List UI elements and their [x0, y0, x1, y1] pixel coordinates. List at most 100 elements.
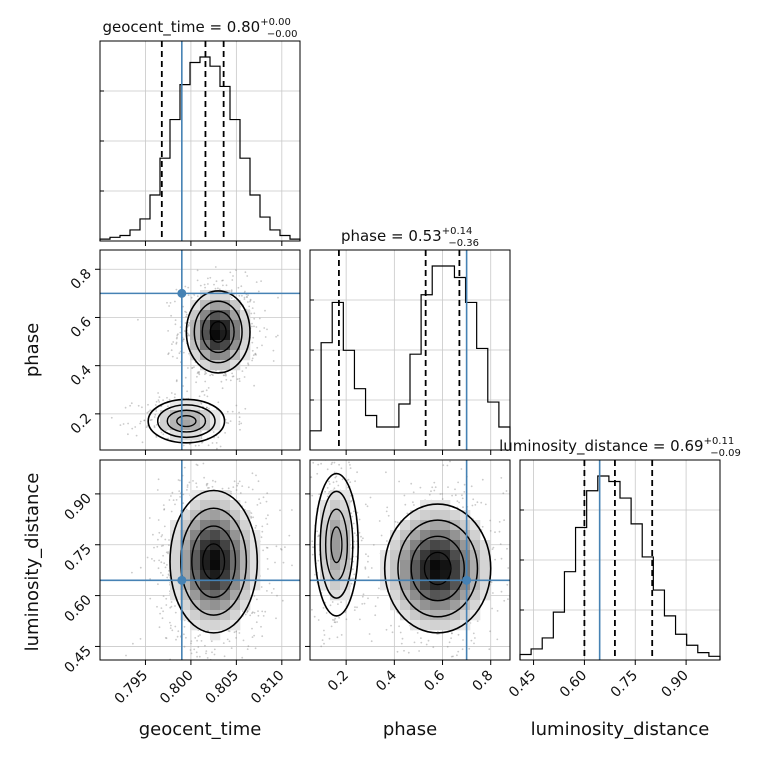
- sample-point: [385, 510, 388, 513]
- sample-point: [410, 675, 412, 677]
- density-cell: [250, 570, 261, 581]
- density-cell: [210, 420, 221, 431]
- sample-point: [235, 630, 238, 633]
- sample-point: [463, 491, 466, 493]
- density-cell: [180, 540, 191, 551]
- density-cell: [230, 360, 241, 371]
- sample-point: [169, 606, 172, 609]
- sample-point: [256, 346, 259, 349]
- sample-point: [302, 493, 304, 495]
- density-cell: [170, 420, 181, 431]
- density-cell: [200, 490, 211, 501]
- sample-point: [168, 570, 170, 572]
- sample-point: [178, 490, 181, 492]
- sample-point: [152, 533, 154, 536]
- sample-point: [450, 655, 453, 658]
- sample-point: [318, 493, 321, 495]
- sample-point: [241, 485, 244, 487]
- sample-point: [404, 503, 407, 506]
- sample-point: [254, 352, 257, 355]
- sample-point: [202, 390, 205, 393]
- sample-point: [238, 661, 240, 663]
- density-cell: [340, 550, 351, 561]
- density-cell: [480, 580, 491, 591]
- density-cell: [170, 560, 181, 571]
- sample-point: [163, 525, 166, 528]
- sample-point: [163, 562, 166, 565]
- sample-point: [330, 625, 333, 628]
- title-lower-error: −0.09: [710, 448, 741, 459]
- sample-point: [366, 505, 369, 508]
- sample-point: [175, 342, 178, 345]
- sample-point: [251, 325, 253, 328]
- sample-point: [200, 437, 203, 440]
- sample-point: [500, 477, 503, 479]
- sample-point: [488, 648, 491, 651]
- density-cell: [210, 550, 221, 561]
- sample-point: [433, 489, 436, 492]
- density-cell: [400, 530, 411, 541]
- sample-point: [217, 665, 219, 667]
- scatter-panel-geocent-time-luminosity-distance: [99, 459, 301, 667]
- sample-point: [227, 422, 230, 425]
- density-cell: [250, 560, 261, 571]
- sample-point: [211, 442, 214, 444]
- sample-point: [261, 530, 264, 533]
- sample-point: [473, 642, 475, 645]
- sample-point: [257, 610, 259, 612]
- sample-point: [154, 404, 157, 406]
- sample-point: [185, 508, 188, 511]
- hist-bin: [270, 230, 280, 241]
- x-tick-label-phase: 0.4: [373, 667, 400, 694]
- sample-point: [207, 487, 209, 489]
- sample-point: [353, 510, 355, 513]
- density-cell: [210, 360, 221, 371]
- sample-point: [350, 582, 353, 585]
- sample-point: [262, 549, 264, 552]
- contour-level: [314, 472, 359, 617]
- sample-point: [141, 406, 143, 409]
- title-upper-error: +0.11: [704, 436, 735, 447]
- sample-point: [167, 330, 170, 332]
- sample-point: [135, 434, 138, 437]
- y-tick-label-phase: 0.6: [68, 314, 95, 341]
- sample-point: [170, 624, 172, 627]
- sample-point: [377, 596, 379, 599]
- sample-point: [229, 271, 232, 274]
- y-tick-label-luminosity-distance: 0.60: [61, 592, 94, 625]
- density-cell: [430, 580, 441, 591]
- sample-point: [187, 367, 189, 369]
- x-tick-label-geocent-time: 0.795: [112, 668, 152, 708]
- sample-point: [403, 494, 406, 497]
- sample-point: [179, 331, 182, 334]
- hist-bin: [150, 195, 160, 241]
- sample-point: [212, 479, 214, 482]
- density-cell: [460, 590, 471, 601]
- density-cell: [200, 360, 211, 371]
- density-cell: [220, 560, 231, 571]
- density-cell: [340, 490, 351, 501]
- sample-point: [253, 317, 256, 320]
- sample-point: [220, 380, 223, 383]
- density-cell: [410, 550, 421, 561]
- sample-point: [233, 631, 236, 634]
- sample-point: [347, 478, 350, 481]
- hist-bin: [698, 653, 709, 660]
- density-cell: [220, 590, 231, 601]
- sample-point: [365, 553, 367, 556]
- sample-point: [364, 566, 367, 569]
- density-cell: [170, 550, 181, 561]
- density-cell: [460, 530, 471, 541]
- sample-point: [266, 492, 269, 495]
- sample-point: [207, 387, 210, 389]
- sample-point: [378, 587, 380, 590]
- sample-point: [182, 385, 185, 387]
- sample-point: [275, 617, 277, 620]
- sample-point: [186, 484, 189, 486]
- hist-step-line: [309, 265, 511, 450]
- sample-point: [183, 633, 185, 636]
- density-cell: [190, 310, 201, 321]
- hist-bin: [260, 217, 270, 241]
- sample-point: [328, 637, 331, 640]
- density-cell: [240, 510, 251, 521]
